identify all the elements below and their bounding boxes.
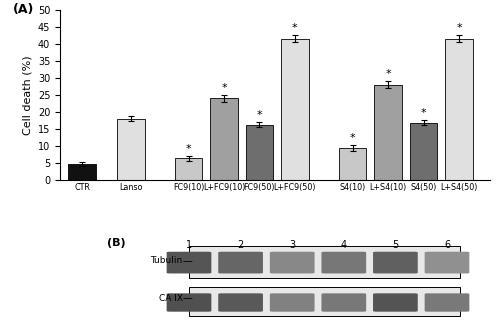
Text: *: *	[186, 144, 192, 154]
Bar	[189, 287, 460, 316]
Bar	[117, 119, 144, 180]
FancyBboxPatch shape	[322, 293, 366, 312]
Bar	[281, 39, 308, 180]
Text: *: *	[456, 23, 462, 33]
Bar	[410, 123, 437, 180]
Y-axis label: Cell death (%): Cell death (%)	[22, 55, 32, 135]
FancyBboxPatch shape	[373, 252, 418, 274]
Text: *: *	[420, 108, 426, 118]
Text: *: *	[256, 110, 262, 120]
Text: *: *	[221, 82, 227, 93]
Bar	[189, 246, 460, 278]
Bar	[339, 148, 366, 180]
Text: 2: 2	[238, 240, 244, 250]
Bar	[175, 158, 203, 180]
Bar	[68, 164, 96, 180]
FancyBboxPatch shape	[322, 252, 366, 274]
Text: Tubulin: Tubulin	[150, 256, 182, 265]
FancyBboxPatch shape	[270, 252, 314, 274]
Text: 1: 1	[186, 240, 192, 250]
FancyBboxPatch shape	[424, 293, 470, 312]
FancyBboxPatch shape	[218, 293, 263, 312]
FancyBboxPatch shape	[270, 293, 314, 312]
Text: *: *	[350, 133, 356, 143]
FancyBboxPatch shape	[424, 252, 470, 274]
FancyBboxPatch shape	[166, 293, 212, 312]
FancyBboxPatch shape	[373, 293, 418, 312]
Text: CA IX: CA IX	[158, 294, 182, 303]
Text: —: —	[182, 293, 192, 303]
Text: (A): (A)	[12, 3, 34, 16]
Bar	[374, 85, 402, 180]
Text: 4: 4	[340, 240, 347, 250]
Text: *: *	[292, 23, 298, 33]
FancyBboxPatch shape	[166, 252, 212, 274]
FancyBboxPatch shape	[218, 252, 263, 274]
Bar	[246, 125, 273, 180]
Bar	[445, 39, 472, 180]
Text: 3: 3	[289, 240, 296, 250]
Text: *: *	[385, 69, 391, 79]
Text: (B): (B)	[106, 238, 125, 248]
Text: 5: 5	[392, 240, 398, 250]
Bar	[210, 98, 238, 180]
Text: 6: 6	[444, 240, 450, 250]
Text: —: —	[182, 256, 192, 266]
